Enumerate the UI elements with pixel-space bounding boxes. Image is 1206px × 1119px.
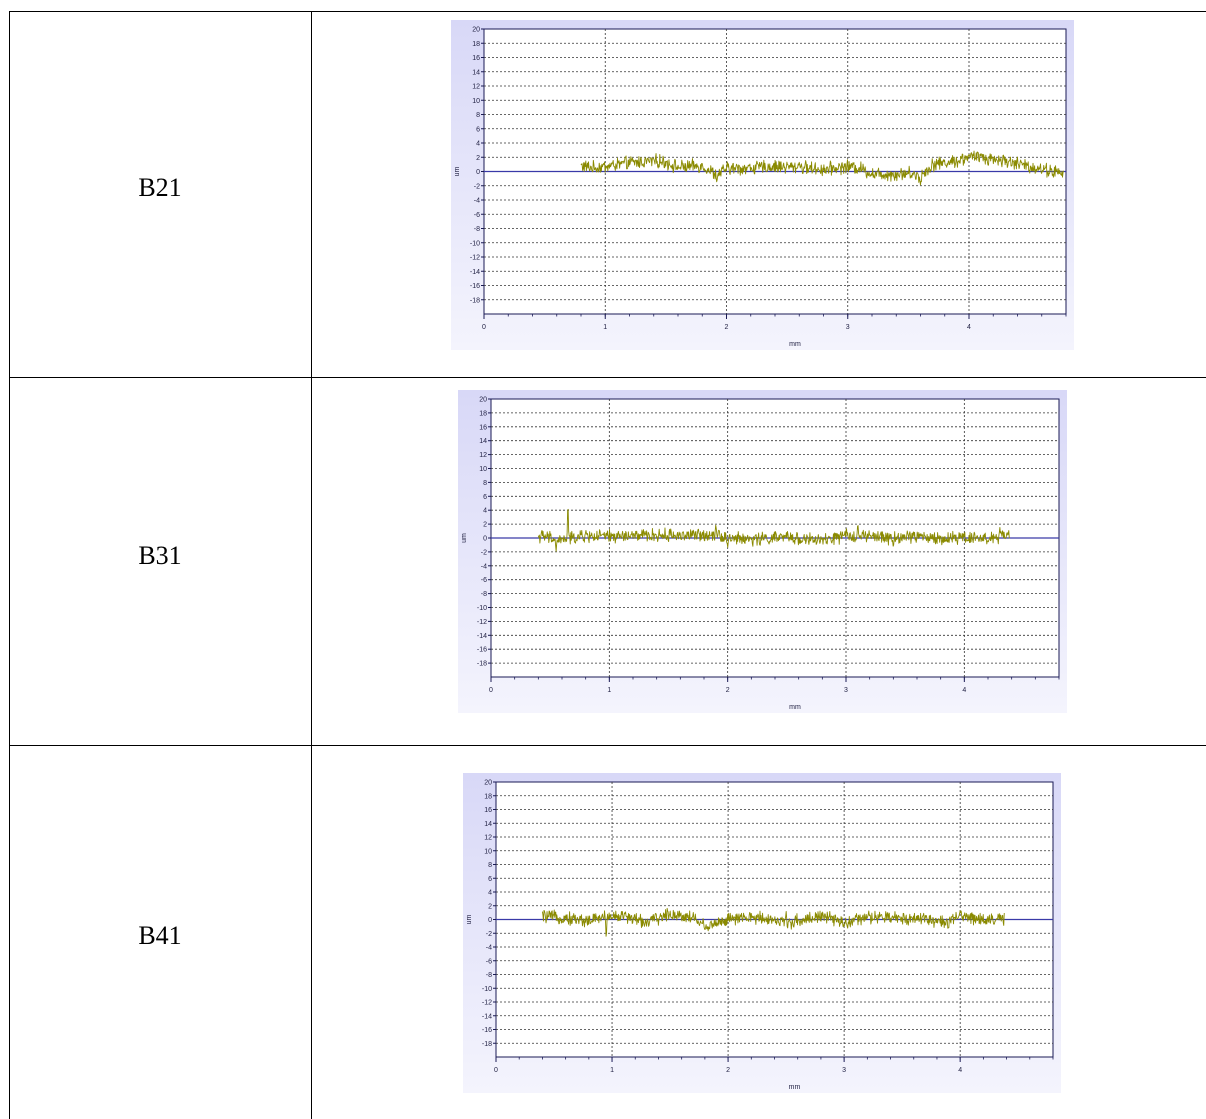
y-tick-label: -2 [474, 183, 480, 190]
y-tick-label: 8 [483, 480, 487, 487]
x-tick-label: 0 [494, 1067, 498, 1074]
y-tick-label: -12 [477, 619, 487, 626]
y-tick-label: -6 [481, 577, 487, 584]
y-tick-label: -2 [481, 549, 487, 556]
x-tick-label: 0 [482, 324, 486, 331]
y-tick-label: 8 [476, 112, 480, 119]
profile-series-line [537, 508, 1010, 552]
table-row-divider [9, 745, 1206, 746]
y-tick-label: -18 [482, 1041, 492, 1048]
y-tick-label: 10 [472, 98, 480, 105]
x-tick-label: 2 [726, 1067, 730, 1074]
y-axis-label: um [454, 166, 461, 176]
chart-b31-profile: 20 18 16 14 12 10 8 6 4 2 0 -2 -4 -6 -8 -10 -12 -14 -16 -18… [458, 390, 1067, 713]
y-tick-label: 0 [476, 169, 480, 176]
x-tick-label: 3 [846, 324, 850, 331]
y-tick-label: -18 [470, 297, 480, 304]
y-tick-label: -12 [482, 1000, 492, 1007]
y-tick-label: -6 [474, 212, 480, 219]
x-tick-label: 3 [844, 687, 848, 694]
x-tick-label: 4 [958, 1067, 962, 1074]
x-tick-label: 1 [607, 687, 611, 694]
y-tick-label: 2 [488, 903, 492, 910]
y-tick-label: 12 [479, 452, 487, 459]
y-tick-label: 20 [484, 780, 492, 787]
x-tick-label: 2 [725, 324, 729, 331]
y-tick-label: -8 [481, 591, 487, 598]
y-axis-label: um [466, 914, 473, 924]
chart-svg: 20181614121086420-2-4-6-8-10-12-14-16-18… [463, 773, 1061, 1093]
y-tick-label: 2 [483, 522, 487, 529]
y-tick-label: 14 [472, 69, 480, 76]
x-tick-label: 0 [489, 687, 493, 694]
x-tick-label: 2 [726, 687, 730, 694]
y-tick-label: 12 [484, 835, 492, 842]
y-tick-label: 4 [488, 890, 492, 897]
y-axis-label: um [461, 533, 468, 543]
y-tick-label: 4 [476, 141, 480, 148]
y-tick-label: 14 [479, 438, 487, 445]
chart-svg: 20181614121086420-2-4-6-8-10-12-14-16-18… [451, 20, 1074, 350]
y-tick-label: 12 [472, 84, 480, 91]
table-border-left [9, 11, 10, 1119]
chart-svg: 20181614121086420-2-4-6-8-10-12-14-16-18… [458, 390, 1067, 713]
x-tick-label: 3 [842, 1067, 846, 1074]
y-tick-label: -8 [474, 226, 480, 233]
y-tick-label: -4 [486, 945, 492, 952]
y-tick-label: -16 [470, 283, 480, 290]
y-tick-label: 2 [476, 155, 480, 162]
row-label-b41: B41 [138, 921, 182, 950]
y-tick-label: -14 [470, 269, 480, 276]
chart-b41-profile: 20 18 16 14 12 10 8 6 4 2 0 -2 -4 -6 -8 -10 -12 -14 -16 -18… [463, 773, 1061, 1093]
chart-b21-profile: 20 18 16 14 12 10 8 6 4 2 0 -2 -4 -6 -8 -10 -12 -14 -16 -18… [451, 20, 1074, 350]
y-tick-label: -18 [477, 661, 487, 668]
y-tick-label: 20 [479, 397, 487, 404]
y-tick-label: -4 [474, 198, 480, 205]
y-tick-label: 10 [484, 848, 492, 855]
table-border-top [9, 11, 1206, 12]
y-tick-label: -10 [477, 605, 487, 612]
table-column-divider [311, 11, 312, 1119]
y-tick-label: -10 [470, 240, 480, 247]
y-tick-label: -2 [486, 931, 492, 938]
x-axis-label: mm [789, 1084, 801, 1091]
y-tick-label: -10 [482, 986, 492, 993]
row-label-b21: B21 [138, 173, 182, 202]
table-row-divider [9, 377, 1206, 378]
y-tick-label: 6 [476, 126, 480, 133]
y-tick-label: 16 [472, 55, 480, 62]
y-tick-label: 0 [488, 917, 492, 924]
y-tick-label: 6 [488, 876, 492, 883]
y-tick-label: 6 [483, 494, 487, 501]
y-tick-label: 20 [472, 27, 480, 34]
y-tick-label: 14 [484, 821, 492, 828]
y-tick-label: 18 [472, 41, 480, 48]
y-tick-label: -6 [486, 958, 492, 965]
row-label-b31: B31 [138, 541, 182, 570]
y-tick-label: 10 [479, 466, 487, 473]
y-tick-label: -14 [477, 633, 487, 640]
profile-series-line [580, 150, 1065, 186]
y-tick-label: -12 [470, 255, 480, 262]
y-tick-label: 0 [483, 536, 487, 543]
y-tick-label: 18 [484, 793, 492, 800]
x-tick-label: 1 [610, 1067, 614, 1074]
y-tick-label: 16 [479, 424, 487, 431]
y-tick-label: 8 [488, 862, 492, 869]
y-tick-label: 16 [484, 807, 492, 814]
y-tick-label: -4 [481, 563, 487, 570]
y-tick-label: -16 [482, 1027, 492, 1034]
x-tick-label: 1 [603, 324, 607, 331]
x-axis-label: mm [789, 704, 801, 711]
y-tick-label: 4 [483, 508, 487, 515]
x-tick-label: 4 [962, 687, 966, 694]
profile-series-line [541, 907, 1005, 937]
y-tick-label: -16 [477, 647, 487, 654]
y-tick-label: 18 [479, 410, 487, 417]
y-tick-label: -14 [482, 1013, 492, 1020]
x-tick-label: 4 [967, 324, 971, 331]
x-axis-label: mm [789, 341, 801, 348]
y-tick-label: -8 [486, 972, 492, 979]
